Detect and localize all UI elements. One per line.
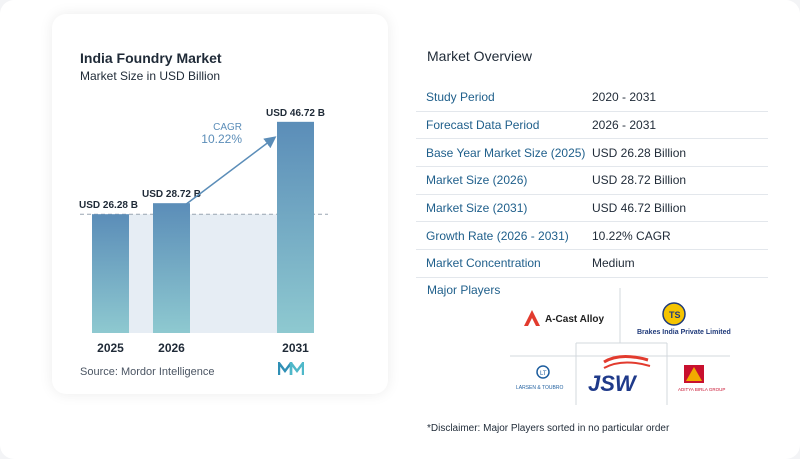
bar-2031: [277, 121, 314, 334]
x-tick-2031: 2031: [282, 341, 309, 355]
value-label-2031: USD 46.72 B: [266, 108, 325, 119]
row-value: 2026 - 2031: [592, 118, 657, 133]
row-value: Medium: [592, 256, 635, 271]
row-value: 10.22% CAGR: [592, 228, 671, 243]
value-label-2025: USD 26.28 B: [79, 200, 138, 211]
mordor-logo-icon: [278, 362, 304, 375]
row-label: Growth Rate (2026 - 2031): [426, 228, 569, 243]
x-tick-2026: 2026: [158, 341, 185, 355]
value-label-2026: USD 28.72 B: [142, 189, 201, 200]
row-label: Market Concentration: [426, 256, 541, 271]
overview-row: Study Period 2020 - 2031: [416, 84, 768, 112]
bar-2025: [92, 214, 129, 333]
row-value: 2020 - 2031: [592, 90, 657, 105]
bar-2026: [153, 203, 190, 333]
overview-row: Market Size (2031) USD 46.72 Billion: [416, 195, 768, 223]
overview-title: Market Overview: [427, 48, 533, 64]
major-players-title: Major Players: [427, 283, 501, 297]
overview-row: Forecast Data Period 2026 - 2031: [416, 112, 768, 140]
x-tick-2025: 2025: [97, 341, 124, 355]
row-label: Base Year Market Size (2025): [426, 145, 586, 160]
row-value: USD 28.72 Billion: [592, 173, 687, 188]
overview-row: Base Year Market Size (2025) USD 26.28 Bi…: [416, 139, 768, 168]
row-label: Market Size (2031): [426, 201, 528, 216]
cagr-value: 10.22%: [201, 132, 242, 146]
row-label: Market Size (2026): [426, 173, 528, 188]
cagr-arrow: [184, 136, 277, 206]
overview-row: Market Concentration Medium: [416, 250, 768, 278]
chart-title: India Foundry Market: [80, 50, 222, 66]
row-value: USD 46.72 Billion: [592, 201, 687, 216]
source-note: Source: Mordor Intelligence: [80, 366, 215, 378]
chart-subtitle: Market Size in USD Billion: [80, 69, 221, 83]
cagr-label: CAGR: [213, 122, 242, 133]
overview-row: Market Size (2026) USD 28.72 Billion: [416, 167, 768, 195]
row-value: USD 26.28 Billion: [592, 145, 687, 160]
row-label: Study Period: [426, 90, 495, 105]
disclaimer: *Disclaimer: Major Players sorted in no …: [427, 423, 670, 434]
row-label: Forecast Data Period: [426, 118, 540, 133]
overview-row: Growth Rate (2026 - 2031) 10.22% CAGR: [416, 222, 768, 251]
overview-table: Study Period 2020 - 2031 Forecast Data Pe…: [416, 84, 768, 278]
